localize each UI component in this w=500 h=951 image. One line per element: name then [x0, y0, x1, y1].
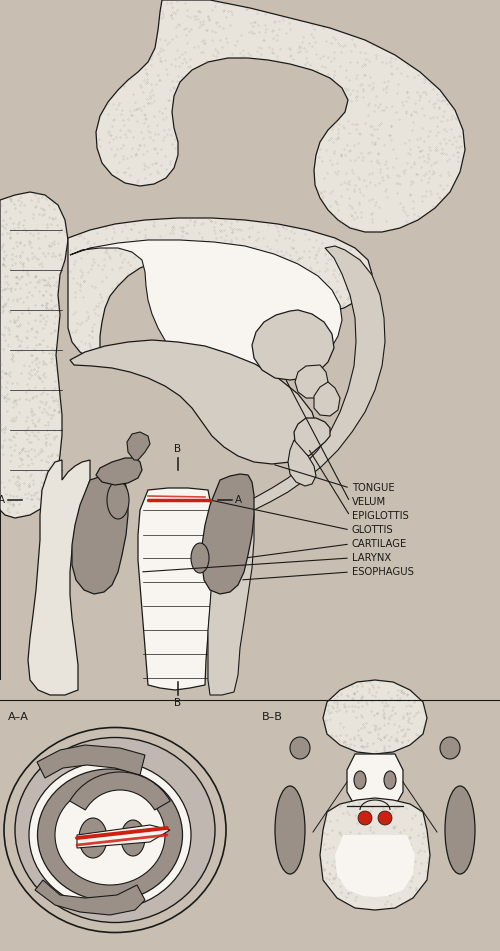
Text: A–A: A–A: [8, 712, 29, 722]
Polygon shape: [77, 825, 170, 848]
Polygon shape: [138, 488, 214, 690]
Polygon shape: [72, 474, 128, 594]
Polygon shape: [320, 798, 430, 910]
Polygon shape: [288, 440, 316, 486]
Polygon shape: [96, 0, 465, 232]
Ellipse shape: [445, 786, 475, 874]
Bar: [255, 705, 500, 951]
Ellipse shape: [38, 769, 182, 901]
Ellipse shape: [354, 771, 366, 789]
Circle shape: [358, 811, 372, 825]
Ellipse shape: [29, 761, 191, 909]
Text: B: B: [174, 444, 182, 454]
Ellipse shape: [79, 818, 107, 858]
Polygon shape: [252, 310, 334, 380]
Text: TONGUE: TONGUE: [352, 483, 395, 493]
Text: LARYNX: LARYNX: [352, 553, 391, 563]
Ellipse shape: [191, 543, 209, 573]
Text: VELUM: VELUM: [352, 497, 386, 507]
Polygon shape: [35, 880, 145, 915]
Ellipse shape: [55, 785, 165, 885]
Ellipse shape: [15, 737, 215, 922]
Polygon shape: [335, 835, 415, 897]
Polygon shape: [70, 240, 342, 380]
Polygon shape: [127, 432, 150, 460]
Text: A: A: [0, 495, 5, 505]
Polygon shape: [202, 474, 254, 594]
Polygon shape: [210, 246, 385, 522]
Polygon shape: [323, 680, 427, 754]
Text: B–B: B–B: [262, 712, 283, 722]
Wedge shape: [70, 772, 170, 810]
Polygon shape: [96, 458, 142, 485]
Text: CARTILAGE: CARTILAGE: [352, 539, 407, 549]
Ellipse shape: [275, 786, 305, 874]
Polygon shape: [0, 192, 68, 680]
Polygon shape: [208, 488, 254, 695]
Text: ESOPHAGUS: ESOPHAGUS: [352, 567, 414, 577]
Text: GLOTTIS: GLOTTIS: [352, 525, 394, 535]
Polygon shape: [347, 754, 403, 806]
Polygon shape: [70, 340, 318, 464]
Ellipse shape: [107, 481, 129, 519]
Ellipse shape: [440, 737, 460, 759]
Polygon shape: [28, 460, 90, 695]
Polygon shape: [37, 745, 145, 778]
Ellipse shape: [384, 771, 396, 789]
Polygon shape: [295, 365, 328, 398]
Polygon shape: [314, 382, 340, 416]
Circle shape: [378, 811, 392, 825]
Text: B: B: [174, 698, 182, 708]
Text: EPIGLOTTIS: EPIGLOTTIS: [352, 511, 409, 521]
Ellipse shape: [121, 820, 145, 856]
Polygon shape: [294, 418, 330, 456]
Polygon shape: [68, 218, 372, 360]
Ellipse shape: [290, 737, 310, 759]
Text: A: A: [235, 495, 242, 505]
